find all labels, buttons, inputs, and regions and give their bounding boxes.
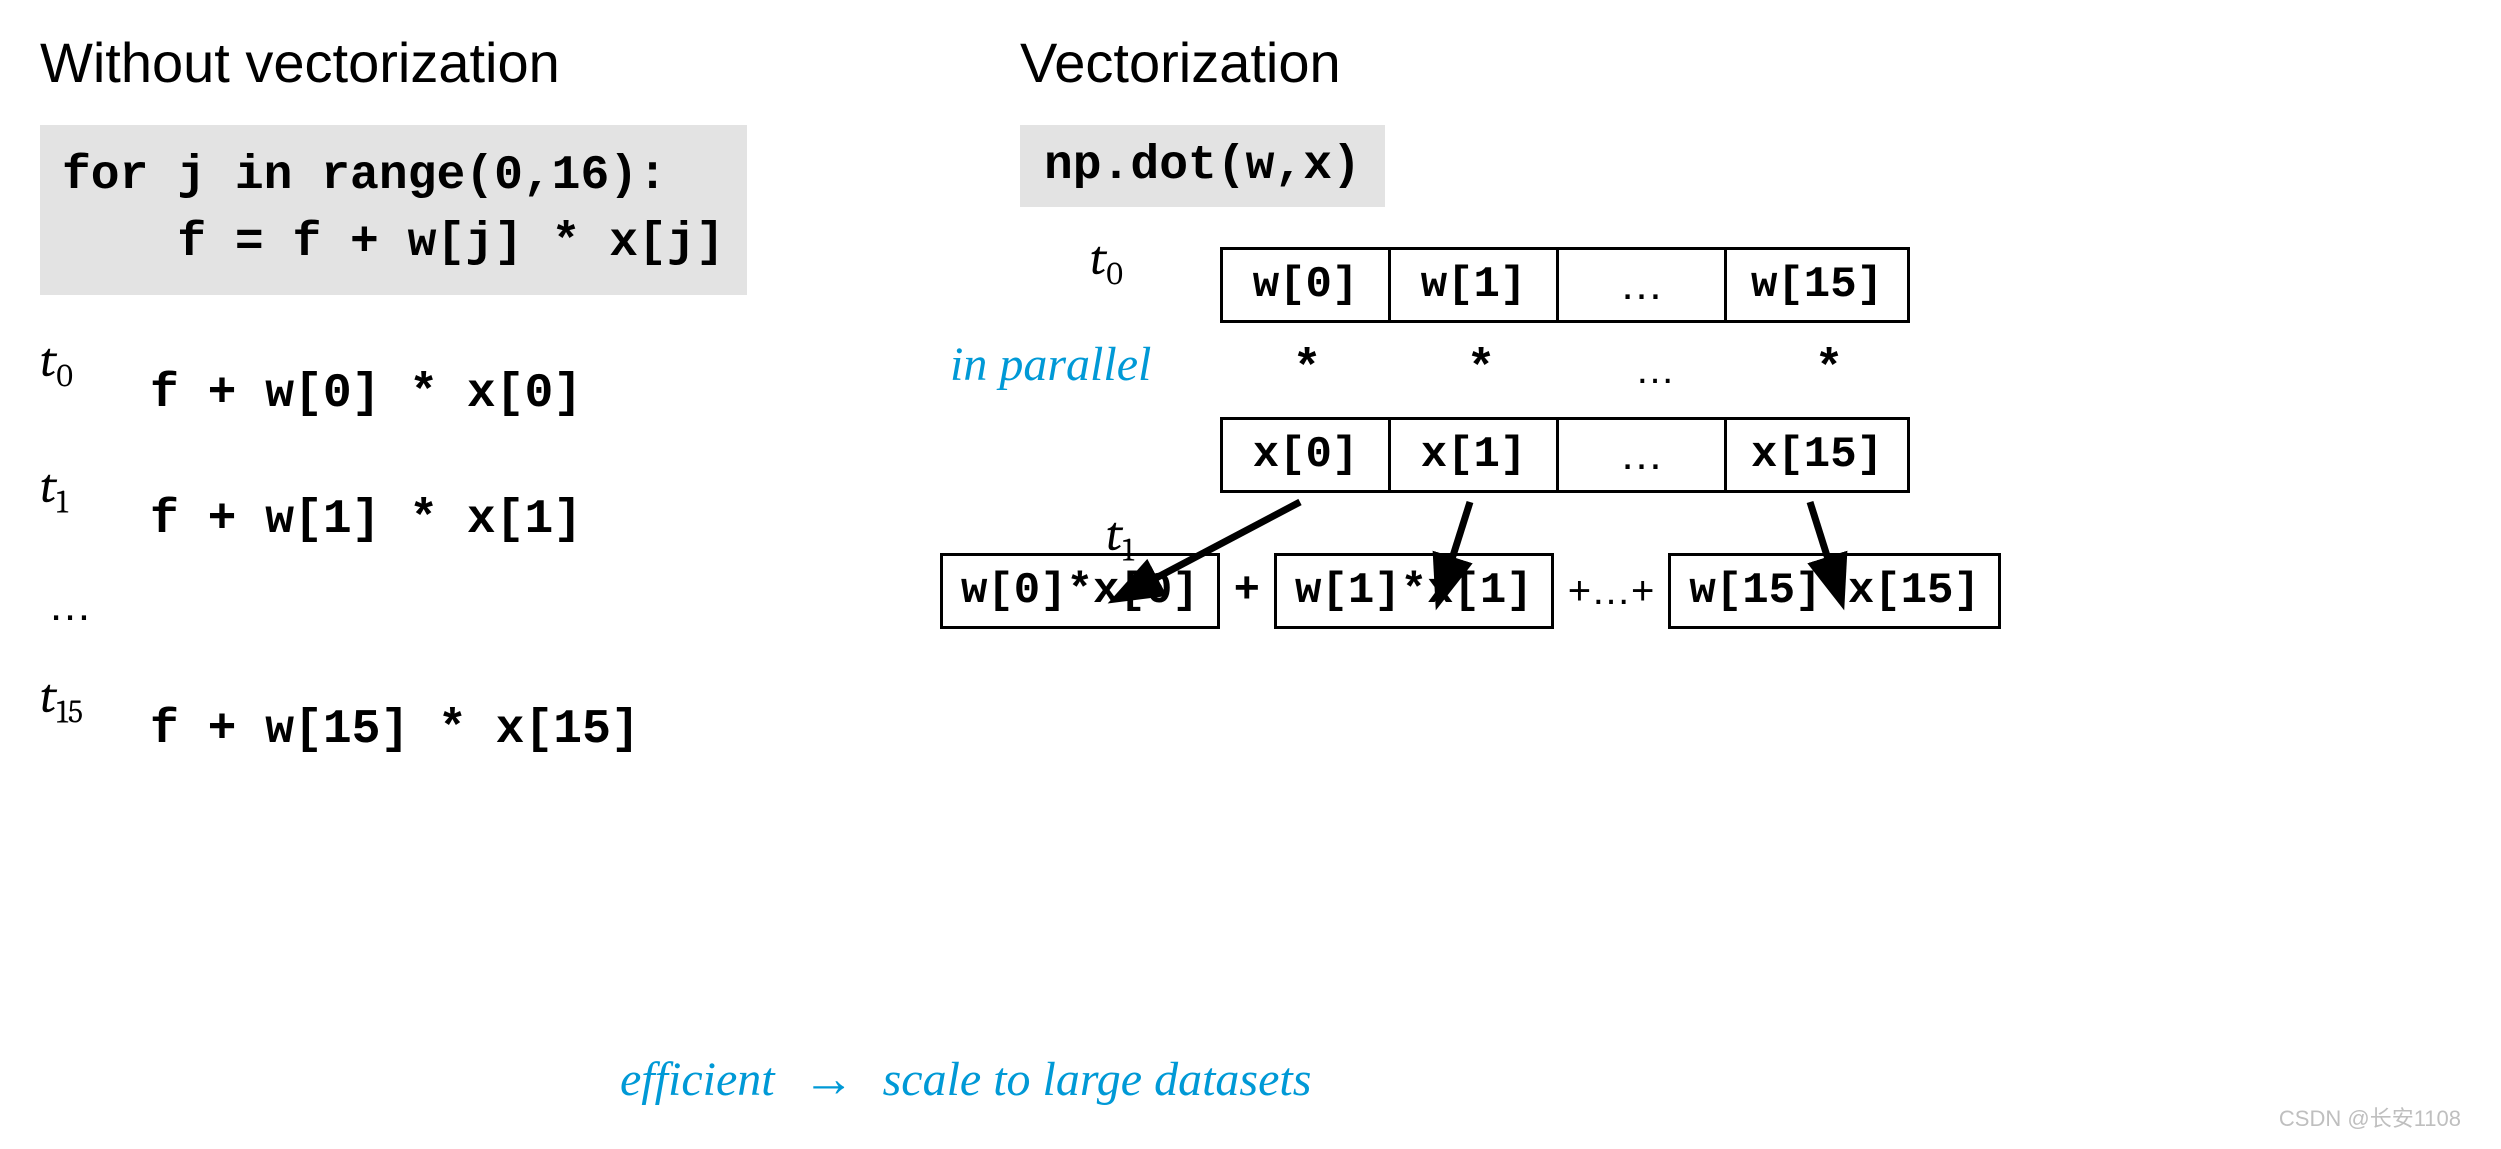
multiply-row: in parallel * * … * bbox=[1220, 343, 2461, 397]
note-efficient: efficient bbox=[620, 1052, 775, 1107]
x-cell-15: x[15] bbox=[1727, 420, 1907, 490]
note-arrow-icon: → bbox=[803, 1050, 855, 1109]
for-loop-codebox: for j in range(0,16): f = f + w[j] * x[j… bbox=[40, 125, 747, 295]
w-cell-15: w[15] bbox=[1727, 250, 1907, 320]
t0-label: t0 bbox=[1090, 231, 1123, 293]
steps-ellipsis: … bbox=[48, 581, 940, 631]
note-scale: scale to large datasets bbox=[883, 1052, 1312, 1107]
w-vector-row: w[0] w[1] … w[15] bbox=[1220, 247, 1910, 323]
step-expr-1: f + w[1] * x[1] bbox=[150, 493, 582, 547]
plus-dots: +…+ bbox=[1568, 569, 1655, 614]
step-t1: t1 f + w[1] * x[1] bbox=[40, 459, 940, 547]
mul-15: * bbox=[1742, 343, 1916, 397]
w-cell-1: w[1] bbox=[1391, 250, 1559, 320]
t-label-0: t0 bbox=[40, 333, 120, 395]
product-sum-row: w[0]*x[0] + w[1]*x[1] +…+ w[15]*x[15] bbox=[940, 553, 2461, 629]
mul-1: * bbox=[1394, 343, 1568, 397]
slide-container: Without vectorization for j in range(0,1… bbox=[40, 30, 2461, 757]
left-heading: Without vectorization bbox=[40, 30, 940, 95]
w-cell-dots: … bbox=[1559, 250, 1727, 320]
x-cell-1: x[1] bbox=[1391, 420, 1559, 490]
without-vectorization-column: Without vectorization for j in range(0,1… bbox=[40, 30, 940, 757]
npdot-codebox: np.dot(w,x) bbox=[1020, 125, 1385, 207]
plus-0: + bbox=[1234, 566, 1260, 616]
code-line-2: f = f + w[j] * x[j] bbox=[62, 216, 725, 270]
mul-dots: … bbox=[1568, 348, 1742, 393]
step-expr-0: f + w[0] * x[0] bbox=[150, 367, 582, 421]
product-15: w[15]*x[15] bbox=[1668, 553, 2000, 629]
product-1: w[1]*x[1] bbox=[1274, 553, 1554, 629]
efficient-note: efficient → scale to large datasets bbox=[620, 1050, 1311, 1109]
t-label-1: t1 bbox=[40, 459, 120, 521]
in-parallel-note: in parallel bbox=[950, 337, 1151, 392]
t-label-15: t15 bbox=[40, 669, 120, 731]
x-cell-0: x[0] bbox=[1223, 420, 1391, 490]
x-vector-row: x[0] x[1] … x[15] bbox=[1220, 417, 1910, 493]
step-t15: t15 f + w[15] * x[15] bbox=[40, 669, 940, 757]
product-0: w[0]*x[0] bbox=[940, 553, 1220, 629]
vectorization-column: Vectorization np.dot(w,x) t0 w[0] w[1] …… bbox=[1020, 30, 2461, 757]
watermark: CSDN @长安1108 bbox=[2279, 1101, 2461, 1133]
right-heading: Vectorization bbox=[1020, 30, 2461, 95]
step-expr-15: f + w[15] * x[15] bbox=[150, 703, 640, 757]
vector-diagram: t0 w[0] w[1] … w[15] in parallel * * … *… bbox=[1020, 247, 2461, 629]
x-cell-dots: … bbox=[1559, 420, 1727, 490]
w-cell-0: w[0] bbox=[1223, 250, 1391, 320]
step-t0: t0 f + w[0] * x[0] bbox=[40, 333, 940, 421]
mul-0: * bbox=[1220, 343, 1394, 397]
code-line-1: for j in range(0,16): bbox=[62, 149, 667, 203]
